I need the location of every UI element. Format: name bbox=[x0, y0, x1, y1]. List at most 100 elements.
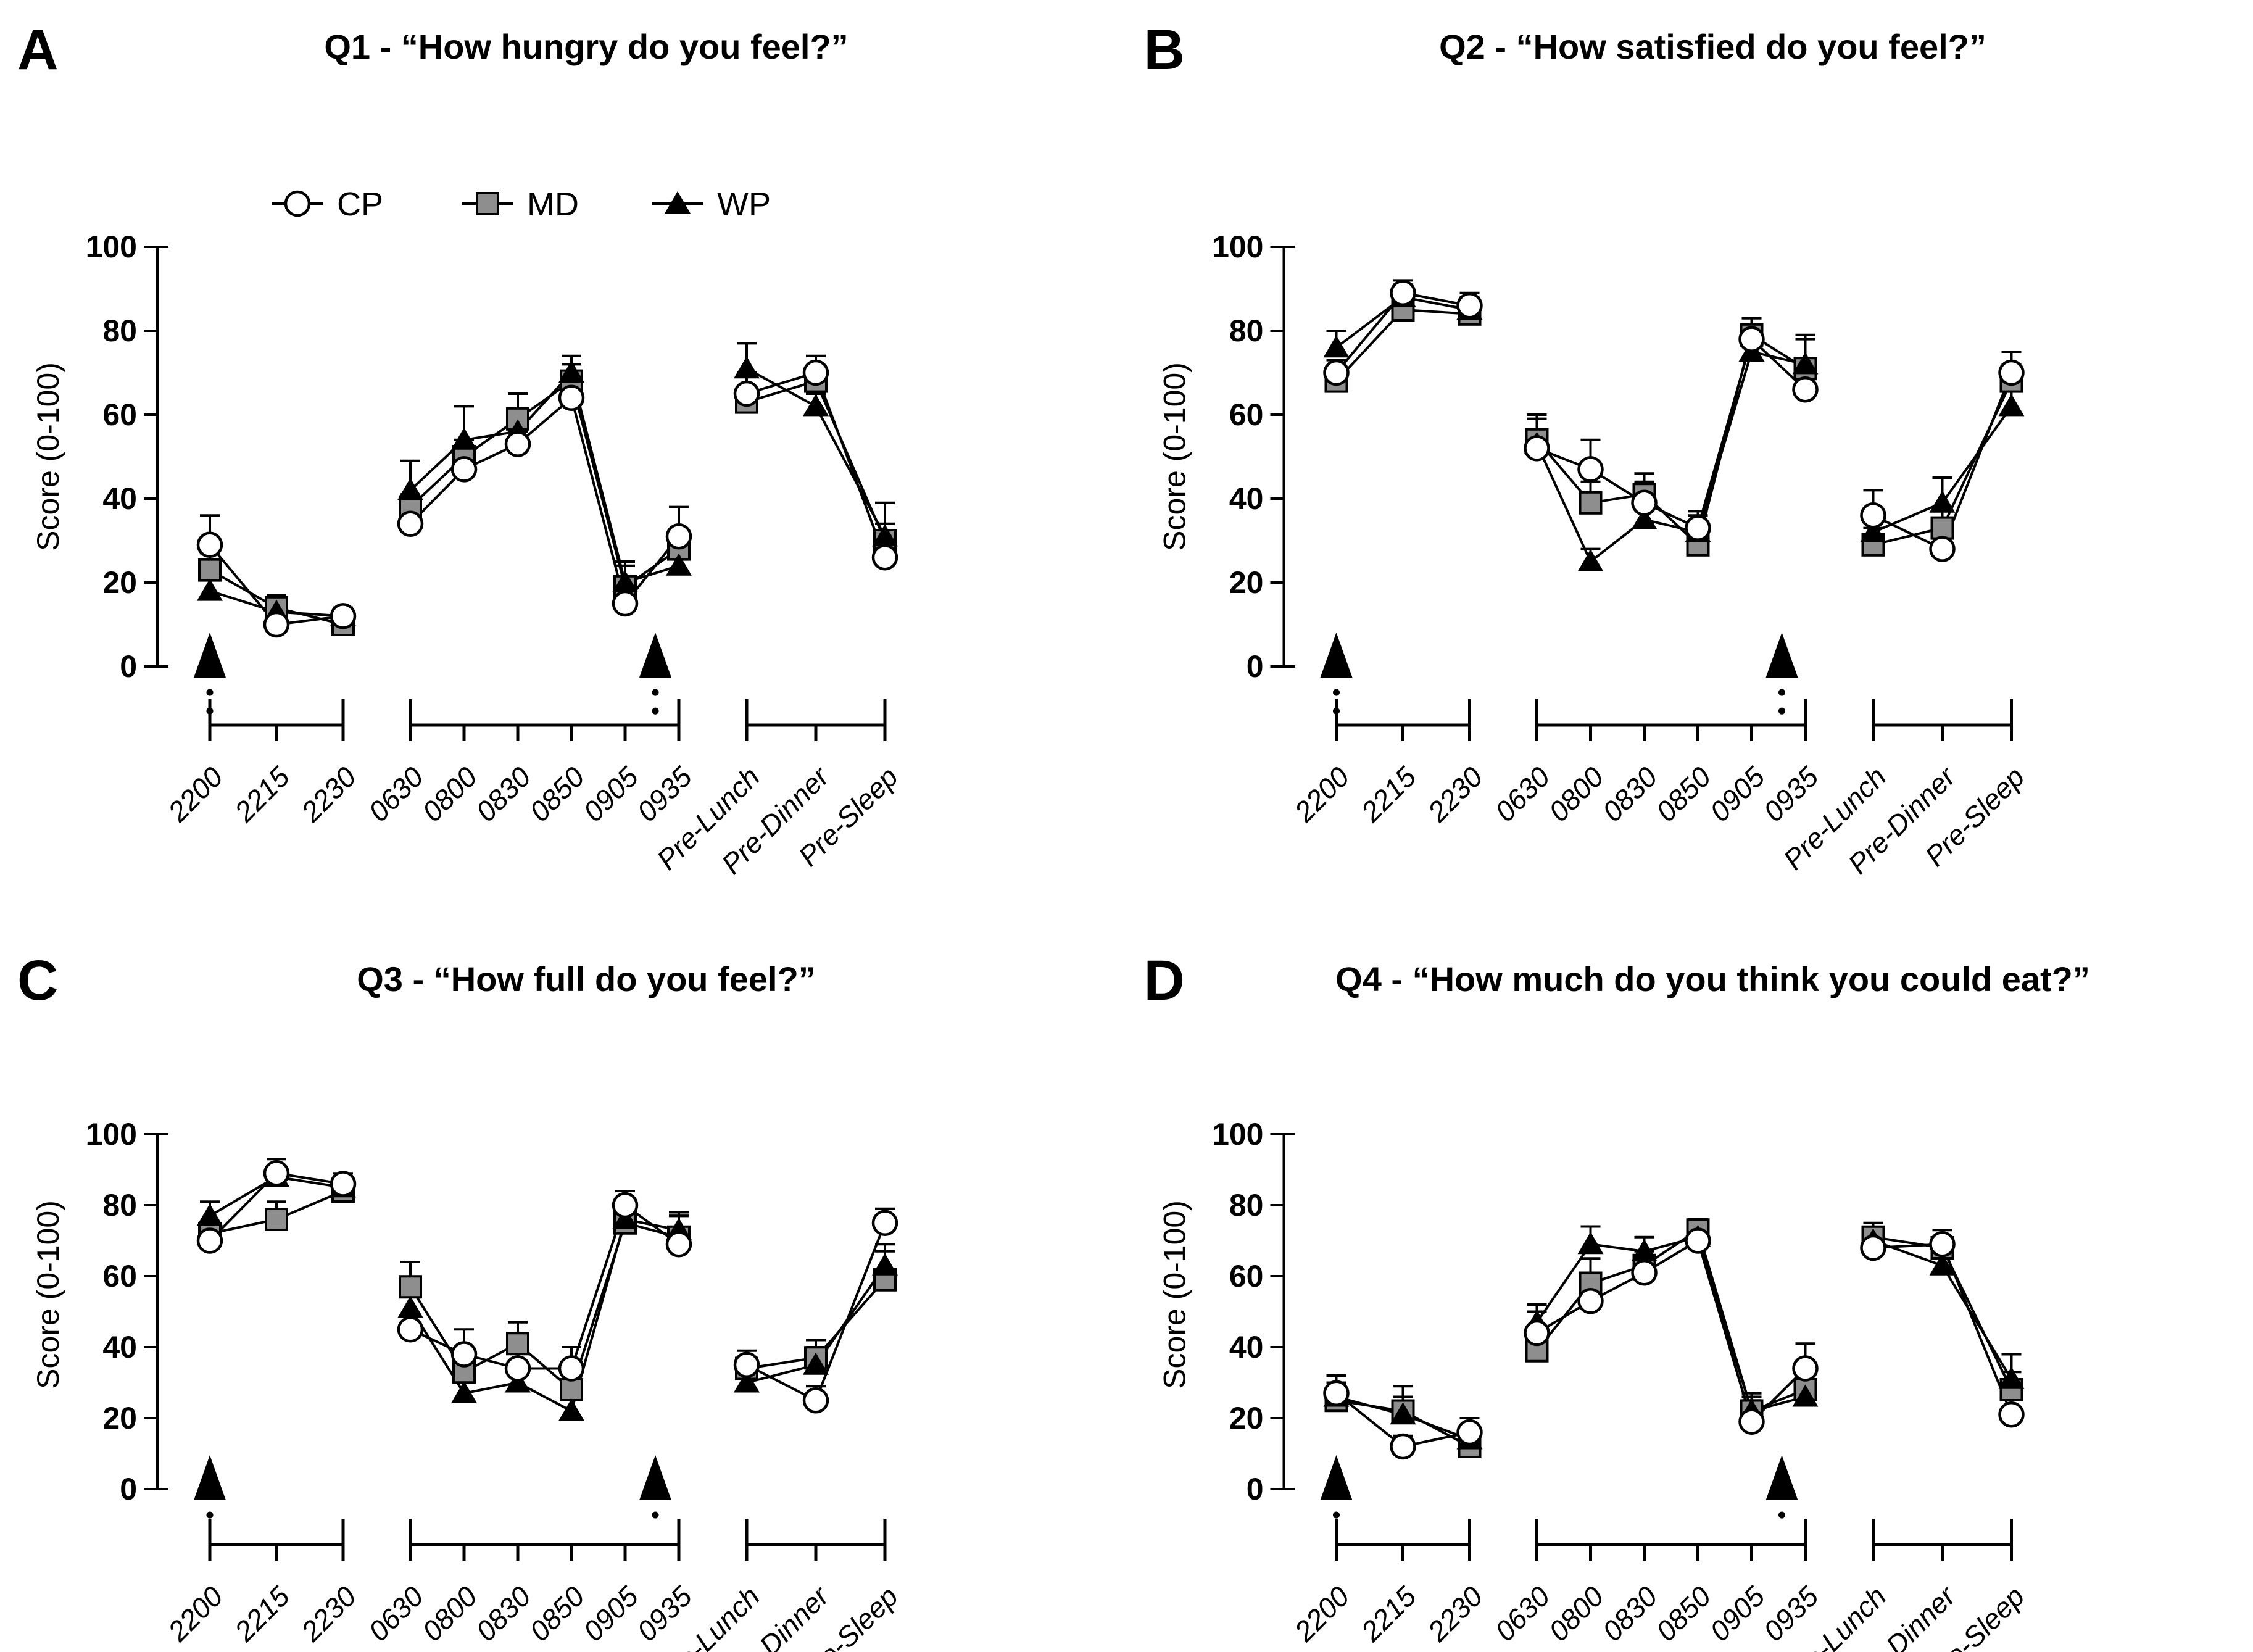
triangle-marker bbox=[451, 1380, 477, 1403]
y-axis: 0 20 40 60 80 100 bbox=[1212, 1117, 1295, 1506]
meal-arrow bbox=[1765, 1455, 1798, 1535]
y-tick-label: 20 bbox=[102, 1401, 137, 1435]
y-tick-label: 40 bbox=[1229, 1330, 1264, 1364]
y-axis-label: Score (0-100) bbox=[31, 362, 65, 551]
circle-marker bbox=[330, 603, 357, 629]
y-tick-label: 100 bbox=[86, 1117, 137, 1152]
y-axis: 0 20 40 60 80 100 bbox=[86, 1117, 168, 1506]
meal-arrow bbox=[194, 1455, 226, 1535]
panel-title: Q2 - “How satisfied do you feel?” bbox=[1439, 27, 1986, 66]
square-marker bbox=[560, 1378, 583, 1401]
x-tick-label: 2200 bbox=[1288, 760, 1356, 828]
circle-marker bbox=[1792, 376, 1819, 403]
meal-arrow bbox=[639, 633, 671, 715]
y-axis: 0 20 40 60 80 100 bbox=[86, 230, 168, 684]
meal-arrow bbox=[1320, 633, 1353, 715]
y-tick-label: 100 bbox=[1212, 1117, 1263, 1152]
triangle-marker bbox=[1323, 335, 1350, 358]
circle-marker bbox=[665, 1231, 692, 1258]
square-marker bbox=[1930, 516, 1954, 540]
x-tick-label: 0630 bbox=[1488, 760, 1556, 828]
circle-marker bbox=[1323, 359, 1350, 386]
x-tick-label: 0800 bbox=[1542, 1580, 1609, 1647]
x-tick-label: 0830 bbox=[470, 1580, 537, 1647]
meal-arrow bbox=[1765, 633, 1798, 715]
series-markers-CP bbox=[1323, 1227, 2025, 1460]
circle-marker bbox=[1631, 1260, 1658, 1286]
triangle-marker bbox=[1998, 1366, 2025, 1389]
panel-a-chart: A Q1 - “How hungry do you feel?” Score (… bbox=[17, 19, 904, 880]
x-tick-label: 0850 bbox=[523, 760, 591, 828]
series-markers-CP bbox=[196, 1160, 898, 1414]
legend-label: WP bbox=[717, 186, 771, 223]
x-tick-label: 0850 bbox=[1649, 760, 1717, 828]
circle-marker bbox=[397, 1316, 424, 1343]
circle-marker bbox=[1631, 489, 1658, 517]
circle-marker bbox=[1685, 1227, 1711, 1254]
triangle-marker bbox=[612, 570, 638, 592]
panel-letter: A bbox=[17, 19, 58, 81]
circle-marker bbox=[1738, 326, 1765, 352]
circle-marker bbox=[1860, 502, 1886, 529]
circle-marker bbox=[1577, 1288, 1604, 1314]
y-tick-label: 60 bbox=[102, 1259, 137, 1293]
y-tick-label: 80 bbox=[102, 1188, 137, 1222]
y-tick-label: 80 bbox=[102, 313, 137, 348]
triangle-marker bbox=[803, 1352, 829, 1375]
legend-label: MD bbox=[527, 186, 579, 223]
triangle-marker bbox=[1860, 520, 1886, 542]
panel-d: D Q4 - “How much do you think you could … bbox=[1126, 826, 2253, 1652]
circle-marker bbox=[263, 611, 290, 638]
series-markers-WP bbox=[197, 1164, 898, 1421]
panel-b: B Q2 - “How satisfied do you feel?” Scor… bbox=[1126, 0, 2253, 880]
panel-a: A Q1 - “How hungry do you feel?” Score (… bbox=[0, 0, 1126, 880]
circle-marker bbox=[1456, 1419, 1483, 1446]
panel-title: Q3 - “How full do you feel?” bbox=[357, 960, 816, 998]
circle-marker bbox=[612, 590, 639, 617]
triangle-marker bbox=[803, 394, 829, 417]
series-line-WP bbox=[400, 1204, 689, 1413]
circle-marker bbox=[1792, 1355, 1819, 1382]
triangle-marker bbox=[197, 1203, 223, 1226]
circle-marker bbox=[1860, 1234, 1886, 1261]
series-markers-CP bbox=[1323, 280, 2025, 562]
triangle-marker bbox=[1577, 549, 1604, 571]
x-tick-label: 0630 bbox=[1488, 1580, 1556, 1647]
triangle-marker bbox=[397, 1295, 423, 1318]
y-tick-label: 60 bbox=[102, 397, 137, 432]
square-marker bbox=[265, 1208, 288, 1231]
x-tick-label: 0850 bbox=[1649, 1580, 1717, 1647]
x-tick-label: 0630 bbox=[362, 1580, 429, 1647]
triangle-marker bbox=[1929, 490, 1956, 513]
series-markers-CP bbox=[196, 359, 898, 638]
x-tick-label: 0800 bbox=[416, 1580, 483, 1647]
square-marker bbox=[198, 558, 222, 582]
circle-marker bbox=[1998, 1401, 2025, 1428]
y-tick-label: 20 bbox=[1229, 1401, 1264, 1435]
triangle-marker bbox=[665, 191, 691, 214]
meal-arrow bbox=[1320, 1455, 1353, 1535]
triangle-marker bbox=[1631, 1239, 1658, 1261]
triangle-marker bbox=[666, 553, 692, 576]
y-tick-label: 20 bbox=[102, 565, 137, 600]
circle-marker bbox=[871, 1210, 898, 1236]
square-marker bbox=[506, 1332, 529, 1356]
y-tick-label: 60 bbox=[1229, 397, 1264, 432]
y-tick-label: 0 bbox=[1247, 1472, 1264, 1506]
triangle-marker bbox=[1577, 1232, 1604, 1255]
x-tick-label: 0850 bbox=[523, 1580, 591, 1647]
x-tick-label: 2200 bbox=[161, 1580, 229, 1648]
series-line-MD bbox=[1527, 317, 1815, 547]
triangle-marker bbox=[1792, 1384, 1819, 1407]
square-marker bbox=[476, 192, 499, 215]
x-tick-label: 2215 bbox=[1355, 760, 1422, 828]
